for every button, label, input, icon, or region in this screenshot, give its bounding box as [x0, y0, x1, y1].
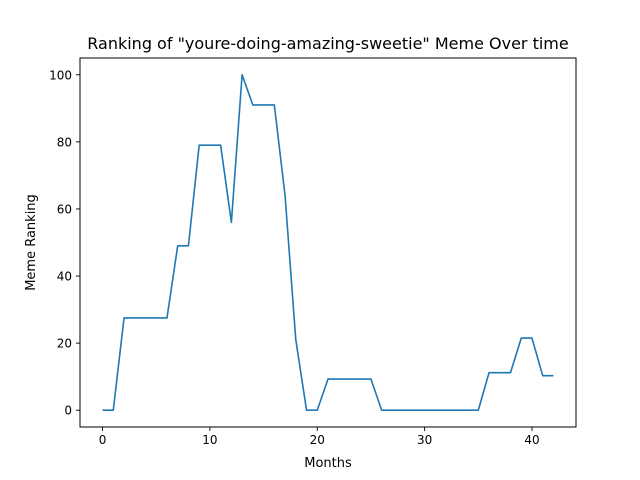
- y-axis-label: Meme Ranking: [24, 194, 39, 291]
- plot-area: [102, 73, 554, 412]
- x-tick-label: 40: [524, 433, 539, 447]
- y-tick-label: 20: [57, 337, 72, 351]
- y-tick-label: 40: [57, 270, 72, 284]
- chart-title: Ranking of "youre-doing-amazing-sweetie"…: [87, 34, 568, 53]
- x-tick-label: 10: [202, 433, 217, 447]
- x-tick-label: 20: [310, 433, 325, 447]
- y-tick-label: 100: [49, 68, 72, 82]
- x-tick-label: 0: [99, 433, 107, 447]
- x-axis-label: Months: [304, 456, 352, 471]
- plot-frame: [79, 57, 577, 428]
- y-axis: 0 20 40 60 80 100: [49, 68, 80, 418]
- y-tick-label: 0: [64, 404, 72, 418]
- x-tick-label: 30: [417, 433, 432, 447]
- y-tick-label: 60: [57, 202, 72, 216]
- series-line-0: [102, 73, 554, 412]
- y-tick-label: 80: [57, 135, 72, 149]
- x-axis: 0 10 20 30 40: [99, 427, 540, 447]
